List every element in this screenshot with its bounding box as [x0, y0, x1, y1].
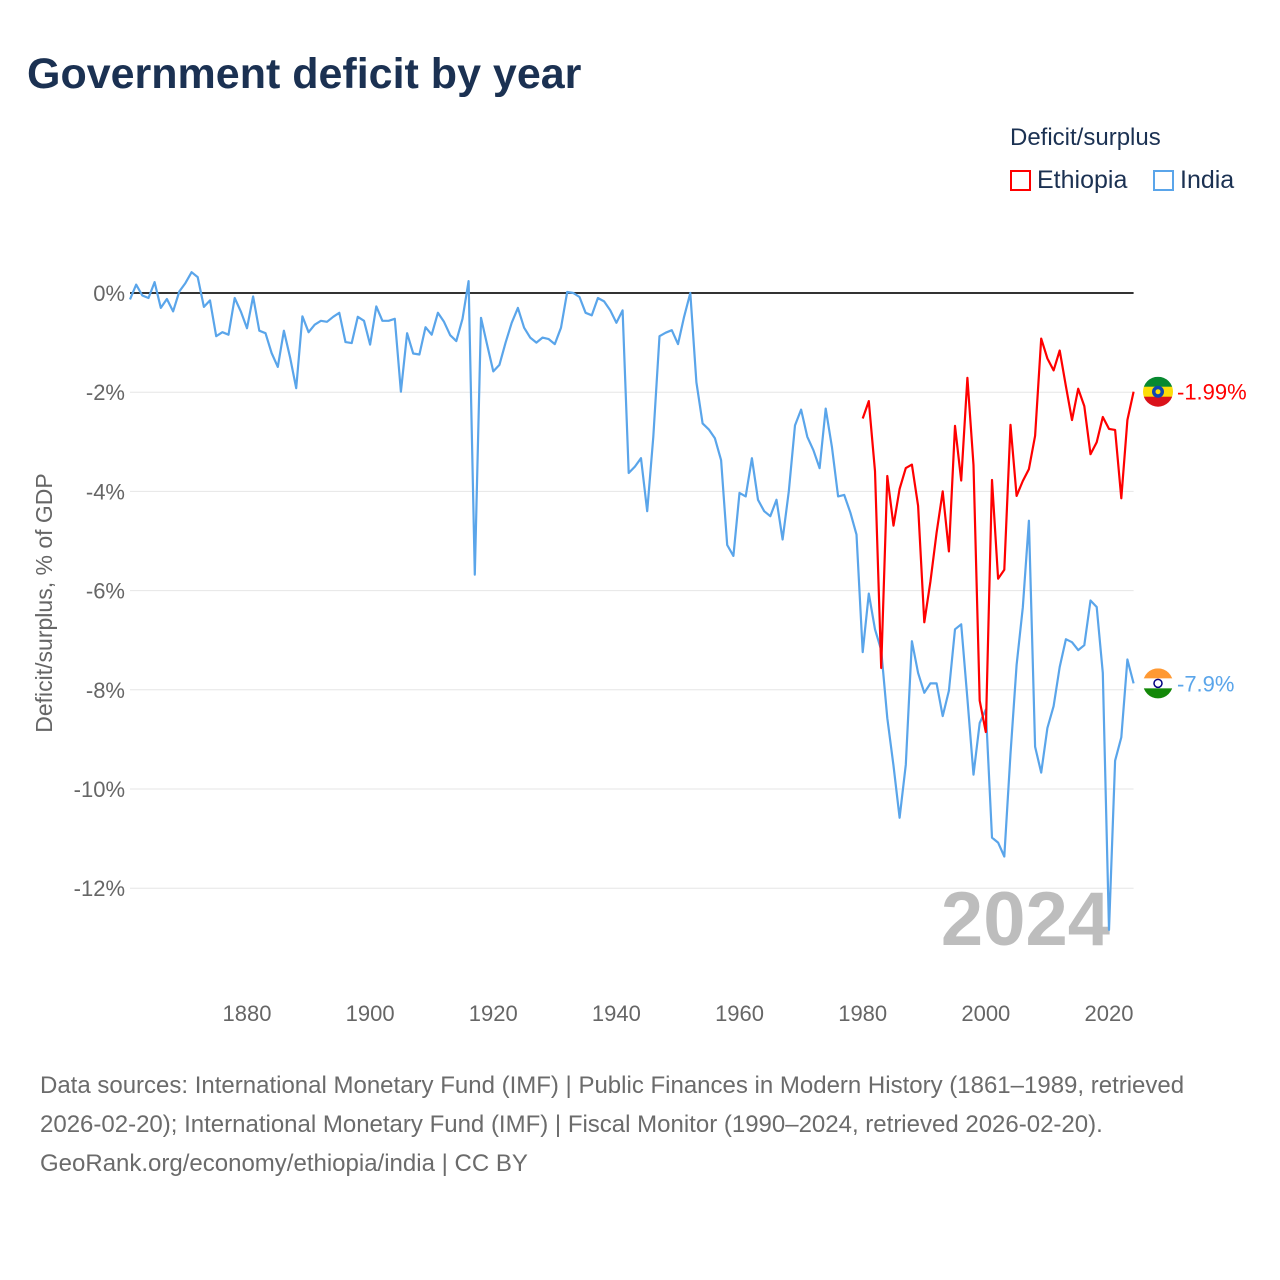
- end-label-ethiopia: -1.99%: [1177, 380, 1247, 405]
- series-line-ethiopia: [861, 337, 1135, 734]
- year-watermark: 2024: [941, 877, 1110, 962]
- footer: Data sources: International Monetary Fun…: [40, 1066, 1240, 1183]
- ethiopia-flag-icon: [1143, 376, 1173, 407]
- x-tick-label: 1960: [715, 1001, 764, 1026]
- legend-swatch-india: [1153, 170, 1174, 191]
- legend-title: Deficit/surplus: [1010, 124, 1161, 151]
- y-tick-label: -8%: [86, 678, 125, 703]
- y-tick-label: -2%: [86, 380, 125, 405]
- india-flag-icon: [1143, 668, 1173, 699]
- legend-label-ethiopia: Ethiopia: [1037, 166, 1128, 194]
- y-tick-label: -6%: [86, 579, 125, 604]
- x-tick-label: 1920: [469, 1001, 518, 1026]
- x-tick-label: 1980: [838, 1001, 887, 1026]
- series-line-india: [128, 271, 1135, 932]
- end-label-india: -7.9%: [1177, 671, 1234, 696]
- y-axis-label: Deficit/surplus, % of GDP: [31, 473, 57, 732]
- x-tick-label: 2020: [1084, 1001, 1133, 1026]
- legend-swatch-ethiopia: [1010, 170, 1031, 191]
- y-tick-label: -10%: [74, 777, 125, 802]
- x-tick-label: 1880: [223, 1001, 272, 1026]
- data-sources: Data sources: International Monetary Fun…: [40, 1072, 1185, 1138]
- y-tick-label: -12%: [74, 876, 125, 901]
- x-tick-label: 1900: [346, 1001, 395, 1026]
- y-tick-label: 0%: [93, 281, 125, 306]
- legend-item-india[interactable]: India: [1153, 166, 1234, 195]
- legend-item-ethiopia[interactable]: Ethiopia: [1010, 166, 1127, 195]
- x-tick-label: 1940: [592, 1001, 641, 1026]
- legend-label-india: India: [1180, 166, 1235, 194]
- chart-title: Government deficit by year: [27, 50, 582, 98]
- credit-link[interactable]: GeoRank.org/economy/ethiopia/india | CC …: [40, 1150, 528, 1177]
- x-tick-label: 2000: [961, 1001, 1010, 1026]
- y-tick-label: -4%: [86, 479, 125, 504]
